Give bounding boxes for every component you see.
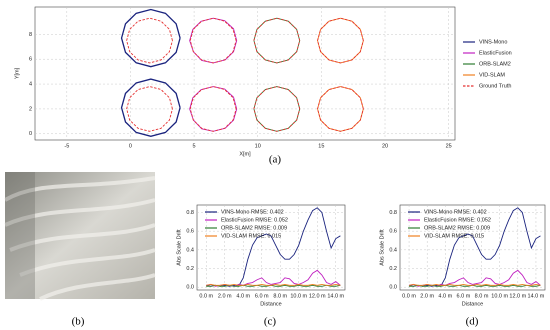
legend-label: VINS-Mono bbox=[479, 39, 507, 45]
y-tick-label: 0.4 bbox=[186, 247, 194, 253]
x-axis-label: X[m] bbox=[239, 151, 251, 157]
photo: (b) bbox=[4, 172, 156, 328]
y-tick-label: 4 bbox=[29, 82, 32, 88]
x-tick-label: 15 bbox=[318, 143, 324, 149]
y-axis-label: Y[m] bbox=[14, 67, 20, 79]
plot: 0.0 m 2.0 m 4.0 m 6.0 m 8.0 m 10.0 m 12.0 m 14.… bbox=[176, 204, 346, 328]
x-tick-label: 2.0 m bbox=[218, 293, 232, 299]
x-tick-label: 12.0 m bbox=[309, 293, 326, 299]
x-tick-label: 4.0 m bbox=[438, 293, 452, 299]
x-axis-label: Distance bbox=[462, 301, 483, 307]
x-tick-label: 8.0 m bbox=[475, 293, 489, 299]
y-tick-label: 0.2 bbox=[186, 266, 194, 272]
y-tick-label: 0.6 bbox=[186, 229, 194, 235]
y-axis-label: Abs Scale Drift bbox=[176, 229, 182, 266]
plot: -5 0 5 10 15 20 25 0 2 4 6 8 X[m] Y[m] VINS-Mono Elasti… bbox=[14, 6, 512, 166]
x-tick-label: 14.0 m bbox=[528, 293, 545, 299]
plot-area bbox=[196, 204, 346, 291]
series-line bbox=[206, 283, 341, 286]
panel-label: (b) bbox=[72, 316, 85, 328]
x-tick-label: 0.0 m bbox=[402, 293, 416, 299]
photo-texture bbox=[4, 176, 156, 301]
y-tick-label: 0.6 bbox=[389, 229, 397, 235]
x-tick-label: 4.0 m bbox=[236, 293, 250, 299]
series-line bbox=[120, 8, 181, 137]
y-axis-label: Abs Scale Drift bbox=[379, 229, 385, 266]
x-tick-label: 6.0 m bbox=[255, 293, 269, 299]
legend-label: ElasticFusion RMSE: 0.052 bbox=[221, 217, 288, 223]
x-tick-label: 20 bbox=[382, 143, 388, 149]
y-tick-label: 2 bbox=[29, 106, 32, 112]
x-tick-label: -5 bbox=[64, 143, 69, 149]
legend-label: VID-SLAM bbox=[479, 72, 505, 78]
x-tick-label: 10 bbox=[255, 143, 261, 149]
legend-label: Ground Truth bbox=[479, 83, 511, 89]
photo-shadow bbox=[5, 172, 35, 299]
y-tick-label: 0.2 bbox=[389, 266, 397, 272]
series-line bbox=[408, 207, 541, 287]
x-tick-label: 6.0 m bbox=[457, 293, 471, 299]
x-tick-label: 10.0 m bbox=[491, 293, 508, 299]
plot-area bbox=[34, 6, 456, 141]
x-tick-label: 8.0 m bbox=[273, 293, 287, 299]
x-tick-label: 12.0 m bbox=[509, 293, 526, 299]
y-tick-label: 0.0 bbox=[186, 285, 194, 291]
y-tick-label: 0.4 bbox=[389, 247, 397, 253]
y-tick-label: 0.8 bbox=[186, 210, 194, 216]
legend-label: VINS-Mono RMSE: 0.402 bbox=[221, 209, 284, 215]
x-tick-label: 0.0 m bbox=[199, 293, 213, 299]
x-tick-label: 25 bbox=[446, 143, 452, 149]
legend-label: ElasticFusion bbox=[479, 50, 512, 56]
plot-area bbox=[399, 204, 546, 291]
legend-label: ORB-SLAM2 RMSE: 0.009 bbox=[221, 225, 287, 231]
legend-label: ElasticFusion RMSE: 0.052 bbox=[424, 217, 491, 223]
legend-label: VID-SLAM RMSE: 0.015 bbox=[424, 233, 484, 239]
legend-label: VID-SLAM RMSE: 0.015 bbox=[221, 233, 281, 239]
plot: 0.0 m 2.0 m 4.0 m 6.0 m 8.0 m 10.0 m 12.0 m 14.… bbox=[379, 204, 546, 328]
x-tick-label: 14.0 m bbox=[327, 293, 344, 299]
y-tick-label: 0.0 bbox=[389, 285, 397, 291]
x-tick-label: 2.0 m bbox=[420, 293, 434, 299]
x-axis-label: Distance bbox=[260, 301, 281, 307]
y-tick-label: 0 bbox=[29, 131, 32, 137]
x-tick-label: 10.0 m bbox=[290, 293, 307, 299]
y-tick-label: 0.8 bbox=[389, 210, 397, 216]
y-tick-label: 8 bbox=[29, 32, 32, 38]
legend-label: ORB-SLAM2 RMSE: 0.009 bbox=[424, 225, 490, 231]
panel-label: (c) bbox=[264, 316, 277, 328]
legend-label: ORB-SLAM2 bbox=[479, 61, 511, 67]
panel-label: (d) bbox=[466, 316, 479, 328]
x-tick-label: 5 bbox=[193, 143, 196, 149]
panel-label: (a) bbox=[269, 154, 282, 166]
x-tick-label: 0 bbox=[129, 143, 132, 149]
series-line bbox=[206, 207, 341, 287]
series-line bbox=[126, 17, 364, 132]
legend-label: VINS-Mono RMSE: 0.402 bbox=[424, 209, 487, 215]
y-tick-label: 6 bbox=[29, 57, 32, 63]
series-line bbox=[408, 283, 541, 286]
